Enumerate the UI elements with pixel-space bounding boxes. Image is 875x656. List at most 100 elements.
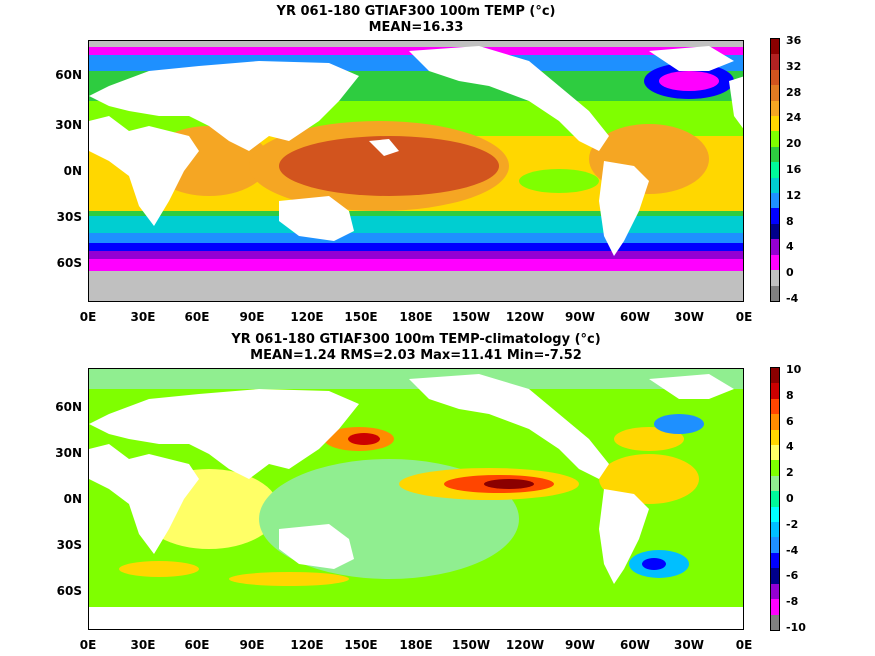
colorbar-tick-label: 28 xyxy=(786,85,802,99)
colorbar-tick-label: -10 xyxy=(786,621,806,634)
top-lat-30n: 30N xyxy=(55,118,82,132)
colorbar-swatch xyxy=(771,39,779,55)
colorbar-swatch xyxy=(771,522,779,538)
colorbar-swatch xyxy=(771,85,779,101)
colorbar-tick-label: -4 xyxy=(786,292,799,305)
bottom-lon-90e: 90E xyxy=(239,638,265,652)
bottom-title: YR 061-180 GTIAF300 100m TEMP-climatolog… xyxy=(231,332,601,347)
colorbar-swatch xyxy=(771,491,779,507)
colorbar-swatch xyxy=(771,100,779,117)
colorbar-swatch xyxy=(771,537,779,553)
colorbar-swatch xyxy=(771,116,779,132)
colorbar-swatch xyxy=(771,429,779,446)
colorbar-swatch xyxy=(771,239,779,255)
colorbar-tick-label: 0 xyxy=(786,266,794,280)
top-lon-30w: 30W xyxy=(674,310,704,324)
top-lon-60w: 60W xyxy=(620,310,650,324)
colorbar-swatch xyxy=(771,177,779,194)
bottom-lat-30s: 30S xyxy=(56,538,82,552)
top-subtitle: MEAN=16.33 xyxy=(368,20,464,35)
bottom-map-graphic xyxy=(89,369,743,629)
bottom-lon-150e: 150E xyxy=(344,638,378,652)
bottom-lon-30w: 30W xyxy=(674,638,704,652)
colorbar-swatch xyxy=(771,599,779,615)
colorbar-swatch xyxy=(771,208,779,224)
bottom-lon-0e: 0E xyxy=(79,638,97,652)
colorbar-tick-label: 8 xyxy=(786,388,794,402)
bottom-lat-60n: 60N xyxy=(55,400,82,414)
bottom-lat-60s: 60S xyxy=(56,584,82,598)
top-lat-0n: 0N xyxy=(63,164,82,178)
colorbar-tick-label: 8 xyxy=(786,214,794,228)
colorbar-tick-label: 6 xyxy=(786,414,794,428)
top-lon-90w: 90W xyxy=(565,310,595,324)
colorbar-tick-label: -8 xyxy=(786,595,799,609)
colorbar-swatch xyxy=(771,568,779,584)
colorbar-swatch xyxy=(771,614,779,630)
bottom-lon-180e: 180E xyxy=(399,638,433,652)
colorbar-swatch xyxy=(771,54,779,70)
top-lon-0e-end: 0E xyxy=(735,310,753,324)
top-map-graphic xyxy=(89,41,743,301)
top-lon-30e: 30E xyxy=(130,310,156,324)
colorbar-swatch xyxy=(771,131,779,147)
top-title: YR 061-180 GTIAF300 100m TEMP (°c) xyxy=(276,4,556,19)
bottom-lon-120w: 120W xyxy=(505,638,545,652)
bottom-subtitle: MEAN=1.24 RMS=2.03 Max=11.41 Min=-7.52 xyxy=(250,348,582,363)
top-colorbar xyxy=(770,38,780,302)
colorbar-tick-label: -6 xyxy=(786,569,799,583)
colorbar-swatch xyxy=(771,285,779,301)
colorbar-tick-label: 2 xyxy=(786,466,794,480)
top-lon-120w: 120W xyxy=(505,310,545,324)
bottom-lat-30n: 30N xyxy=(55,446,82,460)
colorbar-swatch xyxy=(771,583,779,600)
bottom-lon-0e-end: 0E xyxy=(735,638,753,652)
top-lat-60s: 60S xyxy=(56,256,82,270)
colorbar-swatch xyxy=(771,223,779,240)
colorbar-swatch xyxy=(771,162,779,178)
bottom-lon-30e: 30E xyxy=(130,638,156,652)
top-lat-30s: 30S xyxy=(56,210,82,224)
bottom-lon-150w: 150W xyxy=(451,638,491,652)
colorbar-swatch xyxy=(771,270,779,286)
colorbar-swatch xyxy=(771,552,779,569)
colorbar-swatch xyxy=(771,475,779,492)
colorbar-swatch xyxy=(771,146,779,163)
colorbar-tick-label: -2 xyxy=(786,517,799,531)
colorbar-tick-label: 4 xyxy=(786,440,794,454)
colorbar-swatch xyxy=(771,398,779,415)
colorbar-tick-label: 36 xyxy=(786,34,802,47)
top-lon-0e: 0E xyxy=(79,310,97,324)
colorbar-swatch xyxy=(771,414,779,430)
colorbar-tick-label: 20 xyxy=(786,137,802,151)
bottom-lon-60e: 60E xyxy=(184,638,210,652)
colorbar-swatch xyxy=(771,460,779,476)
bottom-lon-90w: 90W xyxy=(565,638,595,652)
top-lat-60n: 60N xyxy=(55,68,82,82)
colorbar-tick-label: 0 xyxy=(786,492,794,505)
colorbar-tick-label: 12 xyxy=(786,188,802,202)
colorbar-tick-label: 4 xyxy=(786,240,794,254)
colorbar-swatch xyxy=(771,383,779,399)
colorbar-tick-label: 10 xyxy=(786,363,802,376)
colorbar-swatch xyxy=(771,69,779,86)
colorbar-tick-label: 24 xyxy=(786,111,802,125)
top-lon-120e: 120E xyxy=(290,310,324,324)
bottom-lon-60w: 60W xyxy=(620,638,650,652)
colorbar-tick-label: 32 xyxy=(786,59,802,73)
bottom-colorbar xyxy=(770,367,780,631)
top-lon-150e: 150E xyxy=(344,310,378,324)
colorbar-swatch xyxy=(771,445,779,461)
top-lon-90e: 90E xyxy=(239,310,265,324)
bottom-lon-120e: 120E xyxy=(290,638,324,652)
bottom-map xyxy=(88,368,744,630)
colorbar-swatch xyxy=(771,506,779,523)
colorbar-swatch xyxy=(771,193,779,209)
top-lon-150w: 150W xyxy=(451,310,491,324)
bottom-lat-0n: 0N xyxy=(63,492,82,506)
colorbar-swatch xyxy=(771,368,779,384)
top-lon-180e: 180E xyxy=(399,310,433,324)
colorbar-tick-label: 16 xyxy=(786,163,802,176)
top-lon-60e: 60E xyxy=(184,310,210,324)
top-map xyxy=(88,40,744,302)
